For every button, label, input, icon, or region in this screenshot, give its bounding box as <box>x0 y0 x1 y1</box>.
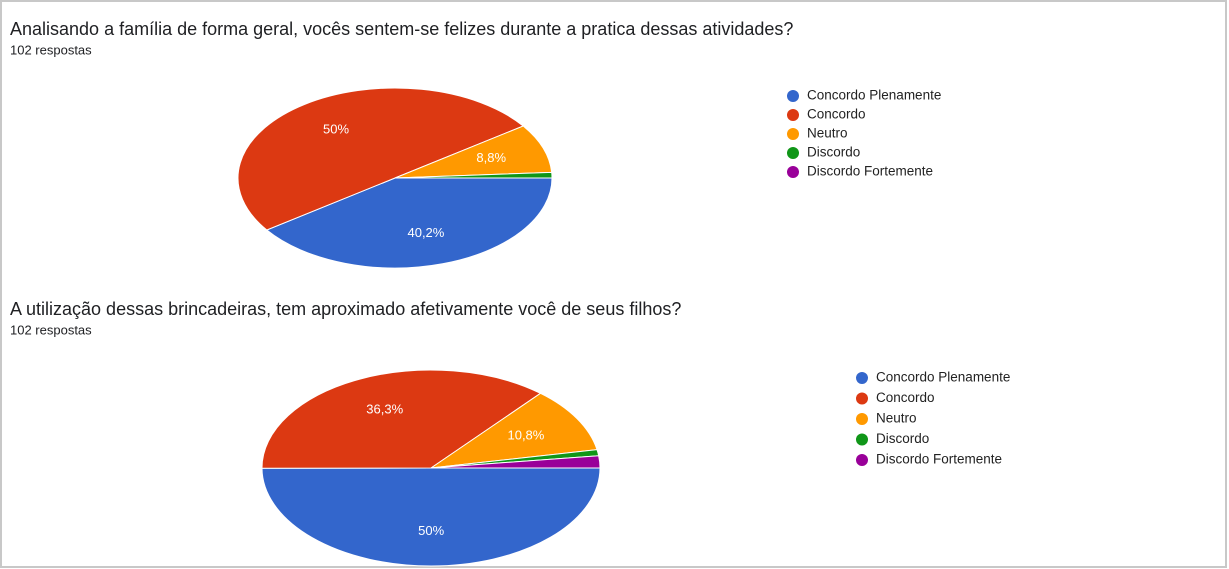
legend-swatch <box>856 372 868 384</box>
data-label: 36,3% <box>366 402 403 417</box>
chart-title: Analisando a família de forma geral, voc… <box>10 19 793 39</box>
legend-swatch <box>787 109 799 121</box>
legend-swatch <box>787 166 799 178</box>
data-label: 50% <box>323 122 349 137</box>
legend-swatch <box>787 147 799 159</box>
legend-label: Discordo <box>807 145 860 160</box>
legend-label: Discordo Fortemente <box>876 452 1002 467</box>
legend-swatch <box>787 128 799 140</box>
pie-slice <box>430 392 598 469</box>
pie-slice <box>261 467 601 567</box>
legend-swatch <box>787 90 799 102</box>
chart-title: A utilização dessas brincadeiras, tem ap… <box>10 299 681 319</box>
pie-slice <box>394 125 553 179</box>
data-label: 10,8% <box>507 427 544 442</box>
legend-label: Concordo Plenamente <box>876 370 1010 385</box>
legend-label: Discordo Fortemente <box>807 164 933 179</box>
legend-label: Neutro <box>876 411 917 426</box>
pie-slice <box>261 369 542 469</box>
legend-swatch <box>856 454 868 466</box>
legend-swatch <box>856 433 868 446</box>
pie-slice <box>394 171 553 179</box>
legend-label: Discordo <box>876 431 929 446</box>
subtitle: 102 respostas <box>10 322 92 337</box>
pie-slice <box>237 87 525 231</box>
legend-swatch <box>856 392 868 405</box>
legend-label: Neutro <box>807 126 848 141</box>
legend-label: Concordo Plenamente <box>807 88 941 103</box>
legend-label: Concordo <box>876 390 935 405</box>
data-label: 50% <box>418 523 444 538</box>
data-label: 40,2% <box>407 225 444 240</box>
pie-slice <box>430 455 601 469</box>
legend-label: Concordo <box>807 107 866 122</box>
data-label: 8,8% <box>476 150 506 165</box>
legend-swatch <box>856 413 868 425</box>
subtitle: 102 respostas <box>10 42 92 57</box>
pie-slice <box>265 177 553 269</box>
